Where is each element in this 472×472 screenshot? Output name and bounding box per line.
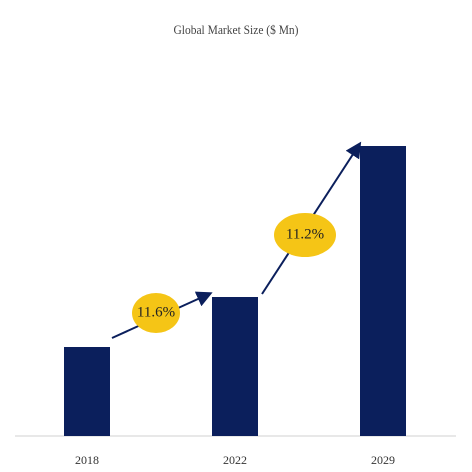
- cagr-label: 11.6%: [137, 304, 175, 320]
- x-tick-label: 2018: [75, 453, 99, 467]
- bar: [64, 347, 110, 436]
- cagr-badge: [274, 213, 336, 257]
- cagr-label: 11.2%: [286, 226, 324, 242]
- x-tick-label: 2029: [371, 453, 395, 467]
- bar: [360, 146, 406, 436]
- chart-title: Global Market Size ($ Mn): [174, 22, 299, 37]
- cagr-badge: [132, 293, 180, 333]
- x-tick-label: 2022: [223, 453, 247, 467]
- bar: [212, 297, 258, 436]
